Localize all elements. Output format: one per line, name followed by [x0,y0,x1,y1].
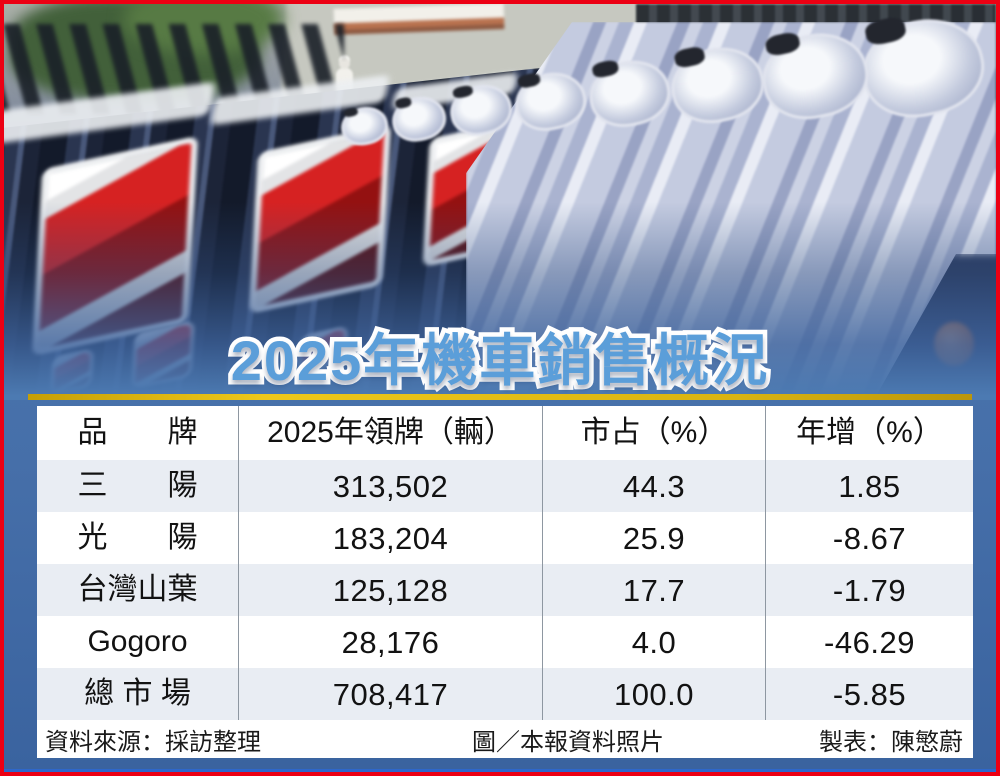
photo-credit: 圖／本報資料照片 [472,728,664,756]
market-share-cell: 100.0 [542,668,765,720]
table-row: 光 陽 183,204 25.9 -8.67 [37,512,973,564]
page-title: 2025年機車銷售概況 [226,325,772,397]
market-share-cell: 25.9 [542,512,765,564]
market-share-cell: 44.3 [542,460,765,512]
brand-cell: 三 陽 [77,469,198,502]
title-plate: 2025年機車銷售概況 [4,316,996,397]
brand-cell: Gogoro [87,625,188,658]
yoy-cell: -5.85 [765,668,973,720]
table-row: 三 陽 313,502 44.3 1.85 [37,460,973,512]
market-share-cell: 17.7 [542,564,765,616]
gold-divider [28,394,972,400]
registrations-cell: 313,502 [238,460,542,512]
header-market-share: 市占（%） [542,406,765,460]
yoy-cell: -1.79 [765,564,973,616]
header-registrations: 2025年領牌（輛） [238,406,542,460]
brand-cell: 光 陽 [77,521,198,554]
registrations-cell: 708,417 [238,668,542,720]
yoy-cell: -8.67 [765,512,973,564]
table-row: Gogoro 28,176 4.0 -46.29 [37,616,973,668]
table-row: 台灣山葉 125,128 17.7 -1.79 [37,564,973,616]
blue-panel: 2025年機車銷售概況 品 牌 2025年領牌（輛） 市占（%） 年增（%） 三… [4,4,996,772]
brand-cell: 總 市 場 [84,677,191,710]
blue-fade-overlay [4,4,996,400]
sales-table: 品 牌 2025年領牌（輛） 市占（%） 年增（%） 三 陽 313,502 4… [37,406,973,758]
registrations-cell: 125,128 [238,564,542,616]
table-header-row: 品 牌 2025年領牌（輛） 市占（%） 年增（%） [37,406,973,460]
source-note: 資料來源：採訪整理 [45,728,261,756]
table-row-total: 總 市 場 708,417 100.0 -5.85 [37,668,973,720]
market-share-cell: 4.0 [542,616,765,668]
yoy-cell: -46.29 [765,616,973,668]
header-yoy-growth: 年增（%） [765,406,973,460]
table-footnote: 資料來源：採訪整理 圖／本報資料照片 製表：陳慜蔚 [37,720,973,758]
registrations-cell: 183,204 [238,512,542,564]
scooter-lot-photo [4,4,996,400]
brand-cell: 台灣山葉 [77,573,198,606]
registrations-cell: 28,176 [238,616,542,668]
yoy-cell: 1.85 [765,460,973,512]
header-brand: 品 牌 [77,416,198,449]
table-credit: 製表：陳慜蔚 [819,728,963,756]
